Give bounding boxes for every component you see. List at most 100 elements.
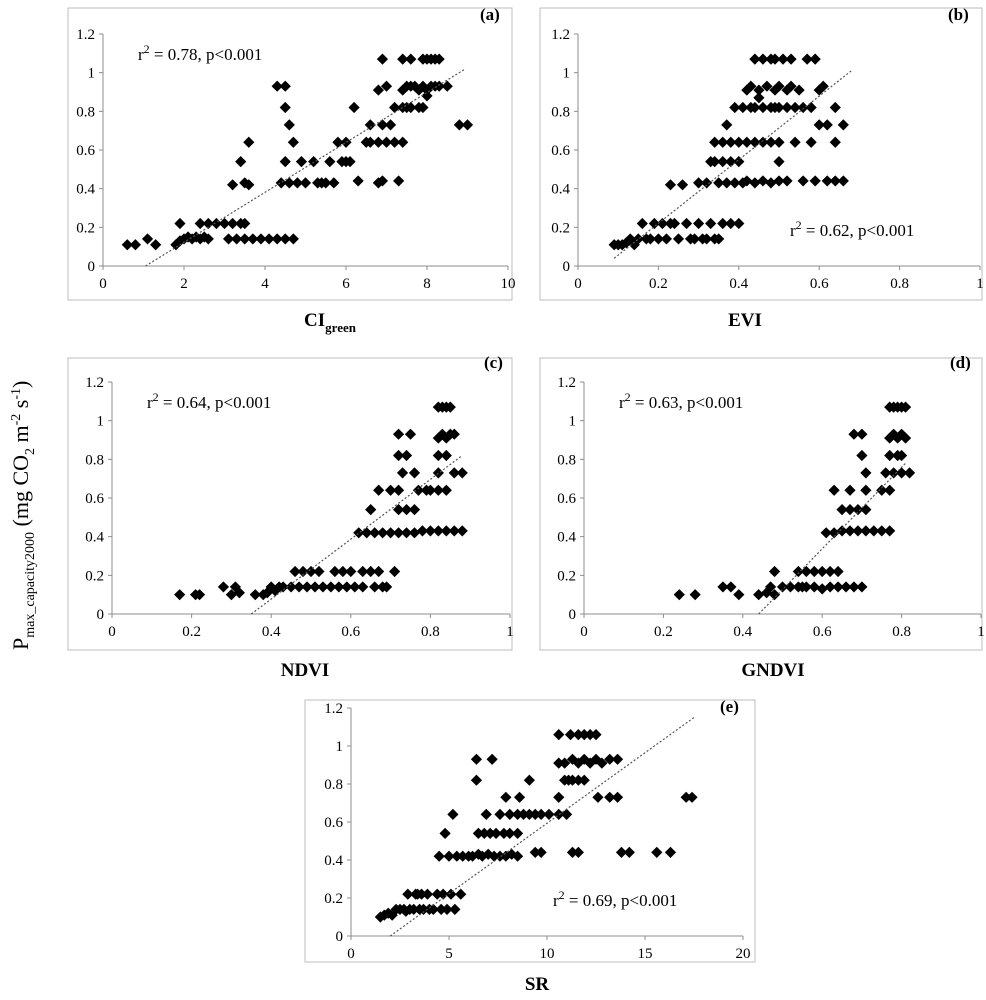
- data-point: [249, 589, 261, 601]
- data-point: [757, 101, 769, 114]
- plot-frame: [304, 699, 756, 963]
- data-point: [235, 156, 247, 168]
- data-point: [816, 565, 828, 578]
- y-tick-label: 0.6: [551, 143, 570, 159]
- data-point: [705, 217, 717, 230]
- data-point: [218, 217, 231, 230]
- data-point: [193, 589, 206, 601]
- data-point: [652, 233, 664, 245]
- data-point: [876, 525, 888, 537]
- data-point: [860, 467, 872, 479]
- data-point: [448, 467, 460, 479]
- data-point: [432, 449, 444, 462]
- data-point: [389, 136, 401, 148]
- data-point: [725, 581, 737, 593]
- data-point: [733, 136, 745, 148]
- y-tick-label: 0.2: [85, 568, 104, 584]
- data-point: [424, 484, 436, 496]
- data-point: [753, 589, 765, 601]
- data-point: [808, 565, 820, 578]
- data-point: [332, 136, 344, 148]
- data-point: [325, 581, 337, 593]
- data-point: [789, 101, 801, 114]
- y-tick-label: 0.8: [557, 452, 576, 468]
- data-point: [578, 753, 590, 765]
- x-tick-label: 10: [501, 276, 516, 292]
- data-point: [824, 565, 836, 578]
- data-point: [860, 525, 872, 537]
- r-squared-annotation: r2 = 0.69, p<0.001: [553, 888, 677, 910]
- data-point: [592, 791, 604, 803]
- data-point: [210, 217, 222, 230]
- y-tick-label: 0: [88, 259, 96, 275]
- data-point: [644, 233, 656, 245]
- data-point: [386, 909, 398, 921]
- y-tick-label: 1.2: [76, 27, 95, 43]
- data-point: [431, 888, 443, 900]
- data-point: [773, 175, 785, 187]
- data-point: [773, 80, 785, 92]
- data-point: [832, 565, 844, 578]
- y-tick-label: 0.2: [76, 220, 95, 236]
- data-point: [749, 53, 761, 65]
- data-point: [701, 177, 713, 189]
- data-point: [828, 527, 840, 539]
- scatter-panel-4: 0 0.2 0.4 0.6 0.8 1 1.2 0 0.2 0.4 0.6 0.8 1 (d) GNDVI r…: [539, 353, 985, 681]
- y-tick-label: 1: [563, 66, 571, 82]
- r-squared-annotation: r2 = 0.78, p<0.001: [138, 42, 262, 64]
- data-point: [773, 156, 785, 168]
- data-point: [341, 581, 353, 593]
- data-point: [725, 217, 737, 230]
- x-tick-label: 10: [540, 946, 555, 962]
- data-point: [397, 136, 409, 148]
- data-point: [329, 565, 341, 578]
- data-point: [174, 589, 186, 601]
- data-point: [369, 581, 381, 593]
- data-point: [561, 808, 573, 820]
- data-point: [392, 428, 405, 440]
- data-point: [448, 428, 460, 440]
- data-point: [279, 156, 291, 168]
- y-tick-label: 0.6: [85, 491, 104, 507]
- data-point: [860, 504, 872, 516]
- data-point: [416, 525, 429, 537]
- data-point: [174, 217, 186, 230]
- data-point: [903, 467, 916, 479]
- data-point: [313, 565, 325, 578]
- data-point: [121, 239, 133, 251]
- data-point: [566, 774, 579, 786]
- data-point: [480, 808, 492, 820]
- data-point: [364, 119, 376, 131]
- x-tick-label: 15: [638, 946, 653, 962]
- data-point: [611, 753, 624, 765]
- data-point: [529, 808, 541, 820]
- data-point: [899, 432, 912, 444]
- x-tick-label: 0.8: [890, 276, 909, 292]
- data-point: [348, 101, 360, 114]
- r-squared-annotation: r2 = 0.64, p<0.001: [147, 390, 271, 412]
- panel-label: (e): [720, 697, 739, 716]
- x-tick-label: 1: [976, 276, 984, 292]
- data-point: [809, 53, 821, 65]
- data-point: [717, 136, 729, 148]
- data-point: [764, 581, 777, 593]
- data-point: [553, 791, 565, 803]
- data-point: [888, 428, 900, 440]
- x-tick-label: 2: [180, 276, 188, 292]
- data-point: [374, 911, 386, 923]
- data-point: [785, 80, 797, 92]
- data-point: [444, 401, 456, 413]
- data-point: [194, 217, 206, 230]
- data-point: [470, 774, 483, 786]
- data-point: [498, 827, 510, 839]
- data-point: [749, 101, 761, 114]
- data-point: [676, 179, 689, 191]
- data-point: [299, 177, 312, 189]
- x-tick-label: 0: [99, 276, 107, 292]
- data-point: [400, 905, 412, 917]
- data-point: [404, 428, 417, 440]
- data-point: [713, 177, 725, 189]
- data-point: [415, 888, 428, 900]
- data-point: [440, 484, 452, 496]
- data-point: [884, 484, 896, 496]
